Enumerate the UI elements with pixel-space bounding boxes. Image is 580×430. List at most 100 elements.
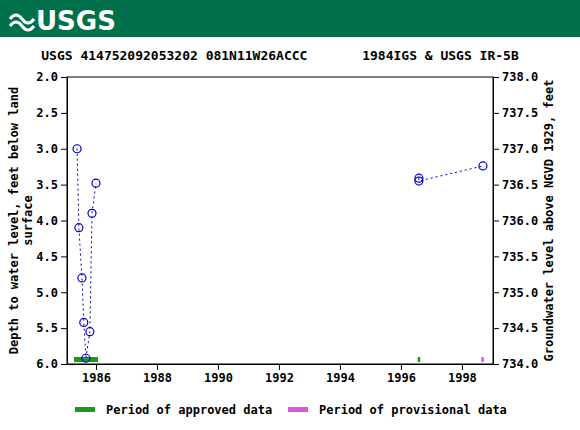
tick-label: 735.0	[502, 286, 538, 300]
data-point	[78, 274, 86, 282]
tick-mark	[279, 364, 280, 370]
tick: 1986	[82, 364, 111, 385]
tick-mark	[493, 364, 499, 365]
tick-mark	[493, 292, 499, 293]
tick: 737.5	[493, 106, 538, 120]
plot-frame	[67, 77, 493, 364]
tick-mark	[493, 185, 499, 186]
tick: 5.0	[36, 286, 67, 300]
plot-area	[73, 145, 487, 363]
axis-line	[68, 364, 494, 365]
tick-label: 1998	[448, 371, 477, 385]
y2-axis: 738.0 737.5 737.0 736.5 736.0 735.5 735.0 734.5…	[493, 70, 538, 371]
tick: 4.0	[36, 214, 67, 228]
tick-label: 3.0	[36, 142, 58, 156]
tick-label: 734.5	[502, 321, 538, 335]
tick-mark	[61, 185, 67, 186]
data-point	[86, 328, 94, 336]
data-point	[75, 224, 83, 232]
tick-mark	[61, 292, 67, 293]
tick-mark	[493, 256, 499, 257]
tick-label: 1990	[204, 371, 233, 385]
tick: 1994	[326, 364, 355, 385]
tick-label: 736.0	[502, 214, 538, 228]
tick: 1998	[448, 364, 477, 385]
tick-label: 4.0	[36, 214, 58, 228]
tick-label: 6.0	[36, 357, 58, 371]
tick-label: 5.5	[36, 321, 58, 335]
tick-label: 1994	[326, 371, 355, 385]
title: USGS 414752092053202 081N11W26ACCC 1984I…	[41, 48, 519, 63]
chart: USGS USGS 414752092053202 081N11W26ACCC 1…	[0, 0, 580, 430]
tick-label: 1986	[82, 371, 111, 385]
tick-label: 2.0	[36, 70, 58, 84]
tick-mark	[493, 113, 499, 114]
logo-wave	[10, 15, 34, 30]
banner	[0, 0, 580, 37]
legend-label: Period of approved data	[106, 403, 272, 417]
tick: 1992	[265, 364, 294, 385]
data-point	[479, 162, 487, 170]
tick-label: 737.0	[502, 142, 538, 156]
axis-line	[67, 78, 68, 365]
tick-mark	[96, 364, 97, 370]
legend-swatch	[75, 407, 95, 412]
tick-mark	[61, 256, 67, 257]
legend-swatch	[288, 407, 308, 412]
tick: 3.5	[36, 178, 67, 192]
logo: USGS	[36, 6, 116, 36]
tick-label: 2.5	[36, 106, 58, 120]
tick: 1996	[387, 364, 416, 385]
tick: 2.5	[36, 106, 67, 120]
data-point	[415, 177, 423, 185]
tick-mark	[462, 364, 463, 370]
tick-label: 4.5	[36, 250, 58, 264]
tick: 737.0	[493, 142, 538, 156]
data-point	[73, 145, 81, 153]
tick-mark	[61, 364, 67, 365]
tick: 1990	[204, 364, 233, 385]
tick-mark	[493, 221, 499, 222]
tick-mark	[493, 328, 499, 329]
tick-label: 736.5	[502, 178, 538, 192]
tick: 1988	[143, 364, 172, 385]
legend-item: Period of approved data	[75, 403, 272, 417]
tick-mark	[401, 364, 402, 370]
data-period	[481, 357, 483, 362]
data-point	[82, 354, 90, 362]
tick-mark	[61, 221, 67, 222]
tick-label: 5.0	[36, 286, 58, 300]
tick-label: 3.5	[36, 178, 58, 192]
tick-label: 738.0	[502, 70, 538, 84]
legend-item: Period of provisional data	[288, 403, 507, 417]
tick-mark	[157, 364, 158, 370]
tick: 2.0	[36, 70, 67, 84]
tick: 5.5	[36, 321, 67, 335]
tick: 4.5	[36, 250, 67, 264]
tick: 3.0	[36, 142, 67, 156]
tick: 6.0	[36, 357, 67, 371]
legend-label: Period of provisional data	[319, 403, 507, 417]
y-axis-title-line: surface	[21, 195, 35, 246]
data-point	[92, 179, 100, 187]
tick-mark	[61, 113, 67, 114]
data-period	[418, 357, 420, 362]
tick: 734.5	[493, 321, 538, 335]
x-axis: 1986 1988 1990 1992 1994 1996 1998	[68, 364, 494, 385]
tick-label: 1992	[265, 371, 294, 385]
tick: 738.0	[493, 70, 538, 84]
tick-mark	[493, 149, 499, 150]
tick-mark	[61, 149, 67, 150]
data-point	[80, 318, 88, 326]
tick-mark	[61, 328, 67, 329]
data-point	[88, 209, 96, 217]
tick-mark	[61, 77, 67, 78]
y-axis-title-line: Depth to water level, feet below land	[7, 87, 21, 354]
tick: 735.5	[493, 250, 538, 264]
y-axis: 2.0 2.5 3.0 3.5 4.0 4.5 5.0 5.5 6.0	[36, 70, 67, 371]
tick: 734.0	[493, 357, 538, 371]
tick-mark	[493, 77, 499, 78]
y2-axis-title: Groundwater level above NGVD 1929, feet	[542, 80, 556, 362]
tick-label: 737.5	[502, 106, 538, 120]
tick-mark	[218, 364, 219, 370]
